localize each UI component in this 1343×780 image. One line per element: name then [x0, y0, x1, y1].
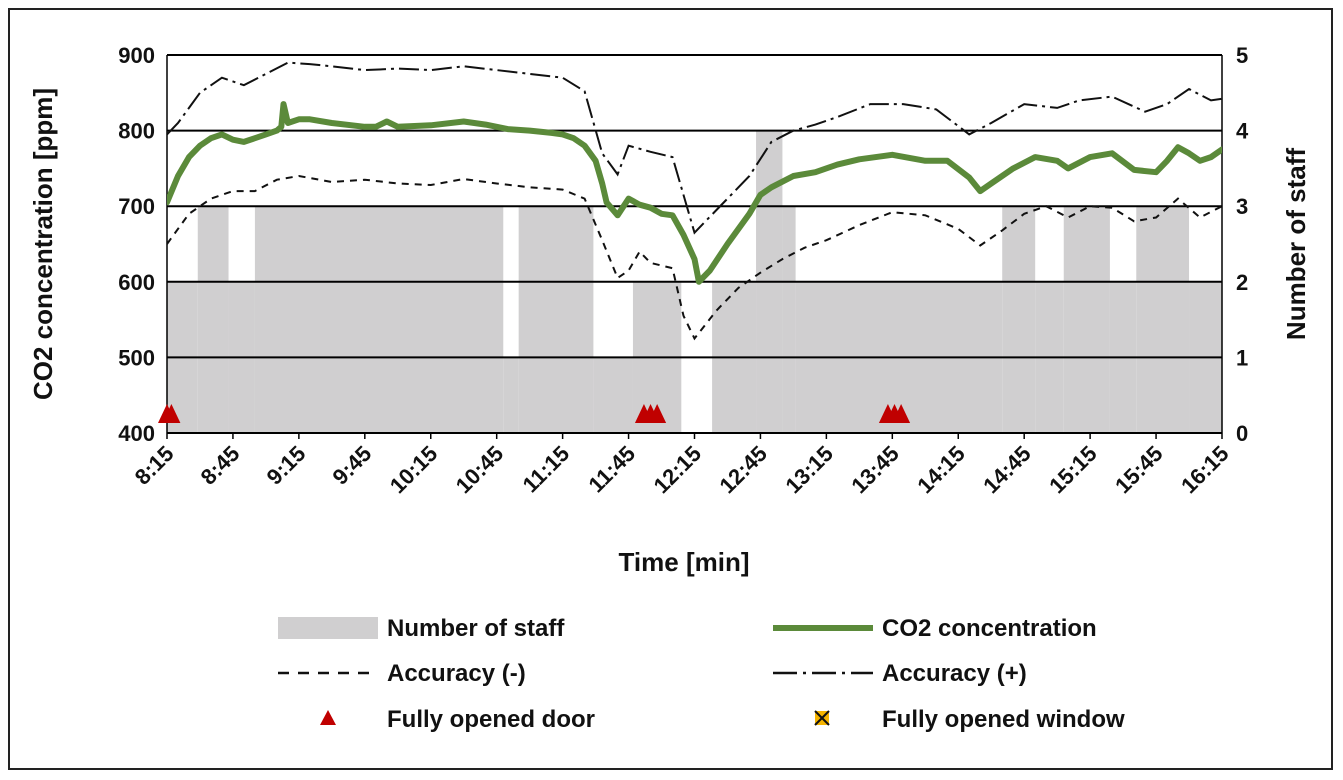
- x-tick-label: 11:15: [518, 441, 575, 498]
- y-left-tick-label: 400: [118, 421, 155, 446]
- x-tick-label: 9:45: [328, 441, 377, 490]
- x-tick-label: 12:45: [714, 441, 771, 498]
- staff-bar-6: [593, 357, 633, 433]
- y-left-tick-label: 700: [118, 194, 155, 219]
- legend-label-co2: CO2 concentration: [882, 615, 1097, 642]
- x-tick-label: 16:15: [1176, 441, 1233, 498]
- staff-bar-4: [503, 357, 519, 433]
- x-tick-label: 15:15: [1044, 441, 1101, 498]
- legend-label-staff: Number of staff: [387, 615, 565, 642]
- y-right-tick-label: 5: [1236, 43, 1248, 68]
- x-tick-label: 15:45: [1110, 441, 1167, 498]
- y-left-tick-label: 500: [118, 345, 155, 370]
- y-right-tick-label: 3: [1236, 194, 1248, 219]
- legend-label-window: Fully opened window: [882, 706, 1125, 733]
- series-lines: [167, 61, 1222, 341]
- x-tick-label: 10:15: [385, 441, 442, 498]
- staff-bar-11: [782, 206, 796, 433]
- staff-bar-3: [254, 206, 504, 433]
- door-marker-1: [162, 404, 181, 423]
- x-tick-label: 10:45: [451, 441, 508, 498]
- legend-swatch-staff: [278, 617, 378, 639]
- staff-bar-1: [197, 206, 229, 433]
- y-left-tick-label: 800: [118, 119, 155, 144]
- x-axis-title: Time [min]: [619, 547, 750, 577]
- x-tick-label: 12:15: [649, 441, 706, 498]
- x-tick-label: 8:15: [130, 441, 179, 490]
- y-left-axis-title: CO2 concentration [ppm]: [28, 88, 58, 400]
- x-tick-label: 13:15: [780, 441, 837, 498]
- x-tick-label: 13:45: [846, 441, 903, 498]
- y-left-tick-label: 900: [118, 43, 155, 68]
- door-marker-7: [892, 404, 911, 423]
- staff-bar-15: [1063, 206, 1110, 433]
- staff-bar-13: [1002, 206, 1036, 433]
- legend-label-acc-minus: Accuracy (-): [387, 660, 526, 687]
- co2-line: [167, 101, 1222, 285]
- legend-swatch-door: [320, 710, 336, 725]
- x-tick-label: 14:45: [978, 441, 1035, 498]
- y-left-tick-label: 600: [118, 270, 155, 295]
- legend-swatch-window: [814, 710, 830, 726]
- y-right-tick-label: 0: [1236, 421, 1248, 446]
- y-right-axis-title: Number of staff: [1281, 148, 1311, 340]
- y-right-tick-label: 4: [1236, 119, 1249, 144]
- x-tick-label: 8:45: [196, 441, 245, 490]
- legend-label-acc-plus: Accuracy (+): [882, 660, 1027, 687]
- y-right-tick-label: 2: [1236, 270, 1248, 295]
- staff-bar-5: [518, 206, 594, 433]
- accuracy-minus-line: [167, 174, 1222, 341]
- legend: Number of staff CO2 concentration Accura…: [278, 615, 1125, 733]
- door-markers: [158, 404, 911, 423]
- legend-label-door: Fully opened door: [387, 706, 595, 733]
- x-tick-label: 11:45: [583, 441, 640, 498]
- staff-bar-17: [1136, 206, 1190, 433]
- accuracy-plus-line: [167, 61, 1222, 235]
- y-right-tick-label: 1: [1236, 345, 1248, 370]
- x-tick-label: 9:15: [262, 441, 311, 490]
- x-tick-label: 14:15: [912, 441, 969, 498]
- door-marker-4: [648, 404, 667, 423]
